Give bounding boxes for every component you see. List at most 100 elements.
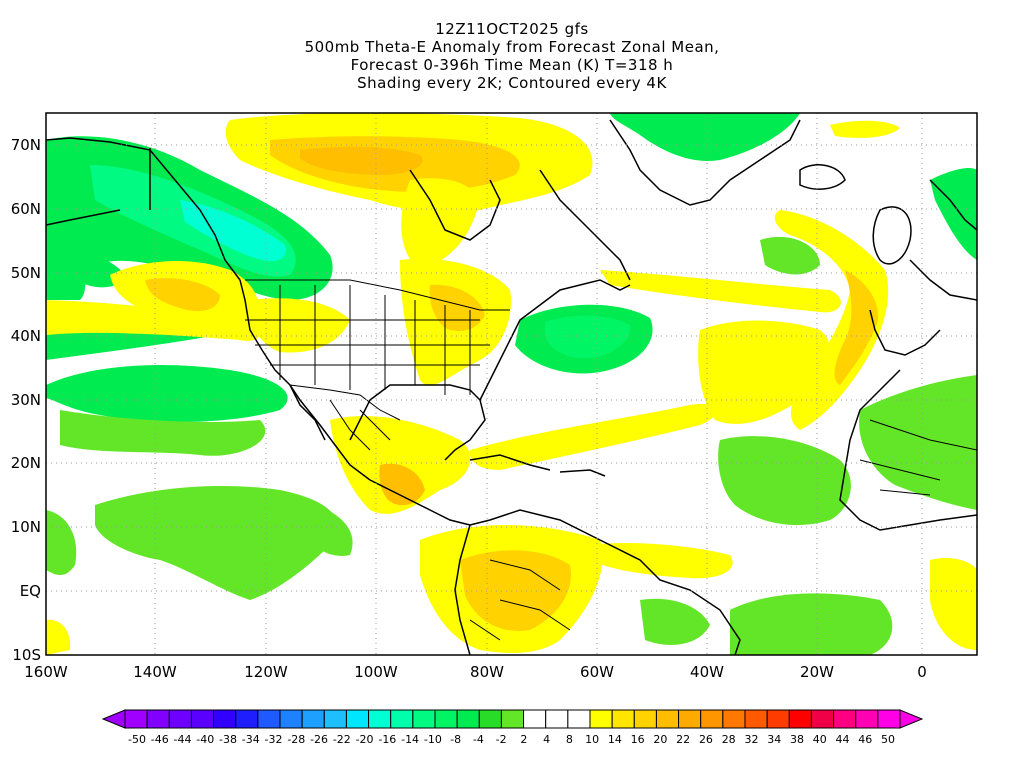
colorbar-swatch: [655, 709, 680, 729]
shade-west-us: [249, 298, 350, 353]
colorbar-swatch: [523, 709, 547, 729]
state-borders: [245, 279, 977, 641]
lat-label: 60N: [11, 200, 41, 218]
lat-label: 70N: [11, 136, 41, 154]
shade-mid-atlantic: [718, 436, 851, 525]
shade-eastern-atlantic: [760, 236, 820, 275]
colorbar-swatch: [168, 709, 192, 729]
lat-label: 30N: [11, 391, 41, 409]
shade-tropical-atlantic: [590, 543, 733, 579]
colorbar-swatch: [500, 709, 525, 729]
border-mexico-states: [329, 399, 391, 451]
colorbar-label: -26: [310, 733, 328, 746]
latitude-labels: 70N 60N 50N 40N 30N 20N 10N EQ 10S: [11, 136, 41, 664]
shade-caribbean-band: [469, 404, 717, 470]
colorbar-swatch: [345, 709, 370, 729]
longitude-labels: 160W 140W 120W 100W 80W 60W 40W 20W 0: [24, 663, 927, 681]
colorbar-label: 10: [585, 733, 599, 746]
lat-label: 20N: [11, 454, 41, 472]
colorbar-swatch: [235, 709, 259, 729]
lon-label: 60W: [580, 663, 614, 681]
coast-iberia: [869, 309, 941, 356]
map-title: 12Z11OCT2025 gfs 500mb Theta-E Anomaly f…: [0, 20, 1024, 92]
colorbar-label: 8: [566, 733, 573, 746]
colorbar-label: 32: [744, 733, 758, 746]
lon-label: 80W: [470, 663, 504, 681]
coast-iceland: [799, 164, 846, 190]
colorbar-label: 46: [858, 733, 872, 746]
colorbar-label: -28: [287, 733, 305, 746]
lon-label: 0: [917, 663, 927, 681]
colorbar-swatch: [213, 709, 237, 729]
shade-equatorial-atlantic: [730, 593, 893, 655]
coast-hispaniola: [559, 469, 606, 477]
colorbar-label: 22: [676, 733, 690, 746]
lon-label: 100W: [354, 663, 398, 681]
colorbar-label: 2: [520, 733, 527, 746]
border-us-mexico: [289, 384, 401, 421]
colorbar-swatch: [744, 709, 768, 729]
colorbar-swatch: [190, 709, 215, 729]
colorbar-label: -44: [174, 733, 192, 746]
coast-sa-west: [454, 524, 471, 655]
title-line-3: Forecast 0-396h Time Mean (K) T=318 h: [350, 56, 674, 74]
colorbar-arrow-left: [101, 709, 126, 729]
shade-central-america-core: [379, 463, 425, 506]
colorbar-label: 50: [881, 733, 895, 746]
colorbar-label: -14: [401, 733, 419, 746]
colorbar-swatch: [301, 709, 325, 729]
colorbar-label: 16: [631, 733, 645, 746]
border-africa: [859, 419, 977, 496]
colorbar-swatch: [146, 709, 170, 729]
coast-baja: [289, 384, 326, 441]
colorbar-label: -46: [151, 733, 169, 746]
border-state-lines-ns: [279, 285, 471, 395]
shade-gulf-of-alaska-peak: [180, 200, 286, 262]
colorbar-swatch: [633, 709, 657, 729]
colorbar-label: -8: [450, 733, 461, 746]
colorbar-label: -40: [196, 733, 214, 746]
colorbar-swatch: [323, 709, 347, 729]
title-line-1: 12Z11OCT2025 gfs: [435, 20, 589, 38]
shade-arctic-canada-core: [300, 146, 423, 175]
lat-label: 40N: [11, 327, 41, 345]
lon-label: 40W: [690, 663, 724, 681]
title-line-2: 500mb Theta-E Anomaly from Forecast Zona…: [304, 38, 720, 56]
coast-europe: [909, 259, 977, 301]
shade-central-america: [330, 416, 471, 514]
colorbar-label: -22: [333, 733, 351, 746]
shade-west-africa: [859, 375, 977, 510]
colorbar-label: 26: [699, 733, 713, 746]
colorbar-swatch: [279, 709, 303, 729]
coast-alaska: [46, 137, 241, 281]
coast-scandinavia: [929, 179, 977, 231]
plot-frame: [45, 112, 978, 656]
colorbar-label: -10: [424, 733, 442, 746]
colorbar-label: 4: [543, 733, 550, 746]
colorbar-swatch: [456, 709, 480, 729]
shade-tropical-pacific: [95, 485, 338, 600]
colorbar-label: 34: [767, 733, 781, 746]
colorbar-label: -34: [242, 733, 260, 746]
colorbar-label: 44: [835, 733, 849, 746]
shade-arctic-atlantic: [830, 120, 900, 138]
graticule: [46, 113, 977, 655]
colorbar-label: -16: [378, 733, 396, 746]
shade-subtropical-pacific: [46, 365, 288, 422]
colorbar-swatch: [124, 709, 148, 729]
coast-hudson: [409, 169, 501, 241]
shade-south-atlantic: [640, 598, 710, 645]
colorbar-swatch: [545, 709, 569, 729]
shade-subtropical-band: [46, 300, 261, 341]
colorbar-swatch: [589, 709, 613, 729]
colorbar-label: -4: [473, 733, 484, 746]
coast-south-america: [469, 509, 741, 655]
lon-label: 120W: [244, 663, 288, 681]
shade-iberia-plume: [774, 210, 889, 430]
shade-eastern-pacific: [300, 500, 353, 556]
coast-greenland: [609, 119, 801, 206]
colorbar-label: -20: [356, 733, 374, 746]
lon-label: 140W: [133, 663, 177, 681]
colorbar-swatch: [788, 709, 812, 729]
